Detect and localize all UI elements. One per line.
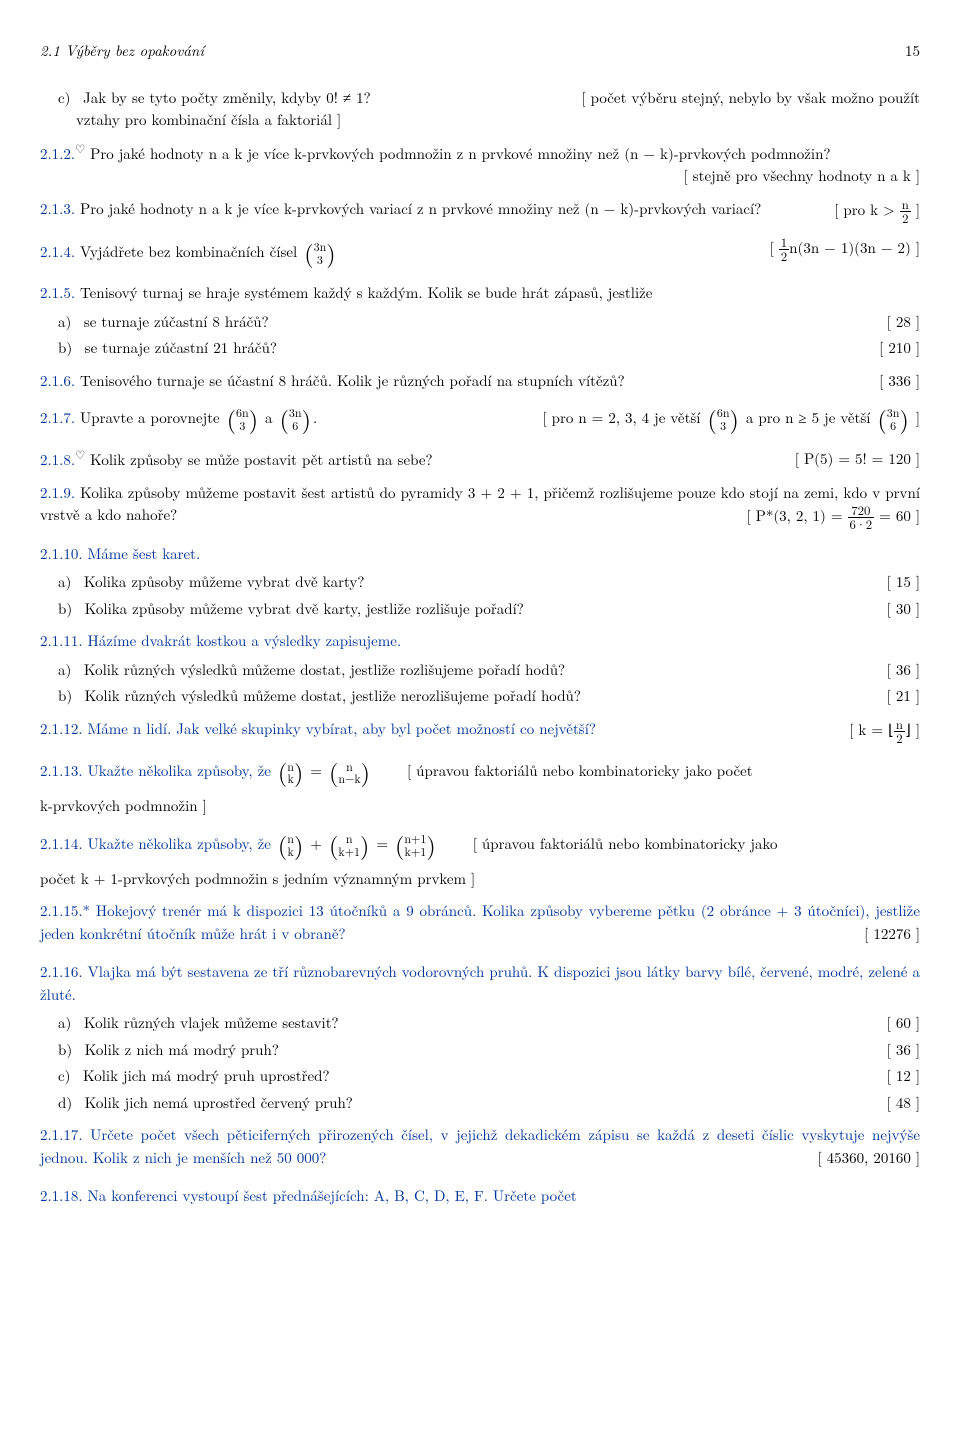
page: 2.1 Výběry bez opakování 15 c) Jak by se… — [0, 0, 960, 1254]
item-b: b) Kolik z nich má modrý pruh?[ 36 ] — [58, 1039, 920, 1062]
exercise-cont: počet k + 1-prvkových podmnožin s jedním… — [40, 868, 920, 891]
exercise-answer: [ 45360, 20160 ] — [818, 1147, 921, 1170]
item-c: c) Kolik jich má modrý pruh uprostřed?[ … — [58, 1065, 920, 1088]
exercise-2-1-9: 2.1.9. Kolika způsoby můžeme postavit še… — [40, 482, 920, 527]
item-c: c) Jak by se tyto počty změnily, kdyby 0… — [40, 87, 920, 132]
binom-n-nk: nn−k — [327, 755, 372, 791]
exercise-answer: [ pro n = 2, 3, 4 je větší 6n3 a pro n ≥… — [542, 402, 920, 438]
exercise-2-1-6: 2.1.6. Tenisového turnaje se účastní 8 h… — [40, 370, 920, 393]
heart-icon: ♡ — [75, 450, 85, 462]
heart-icon: ♡ — [75, 144, 85, 156]
exercise-text: Kolik způsoby se může postavit pět artis… — [85, 449, 433, 470]
exercise-number: 2.1.11. — [40, 630, 83, 651]
binom-3n-6: 3n6 — [278, 402, 313, 438]
exercise-answer: [ k = ⌊n2⌋ ] — [849, 718, 920, 746]
exercise-2-1-17: 2.1.17. Určete počet všech pěticiferných… — [40, 1124, 920, 1169]
exercise-text: Na konferenci vystoupí šest přednášející… — [83, 1185, 577, 1206]
exercise-answer: [ 12276 ] — [864, 923, 920, 946]
exercise-answer: [ P*(3, 2, 1) = 7206·2 = 60 ] — [746, 504, 920, 532]
exercise-number: 2.1.8. — [40, 449, 75, 470]
page-header: 2.1 Výběry bez opakování 15 — [40, 40, 920, 63]
item-a: a) Kolik různých výsledků můžeme dostat,… — [58, 659, 920, 682]
item-text: Jak by se tyto počty změnily, kdyby 0! ≠… — [83, 87, 371, 108]
page-number: 15 — [905, 40, 920, 63]
item-label: c) — [58, 87, 71, 108]
exercise-text: Tenisový turnaj se hraje systémem každý … — [75, 282, 652, 303]
exercise-2-1-2: 2.1.2.♡ Pro jaké hodnoty n a k je více k… — [40, 142, 920, 166]
exercise-answer: [ P(5) = 5! = 120 ] — [795, 448, 920, 472]
exercise-2-1-8: 2.1.8.♡ Kolik způsoby se může postavit p… — [40, 448, 920, 472]
exercise-2-1-10: 2.1.10. Máme šest karet. — [40, 543, 920, 566]
exercise-2-1-7: 2.1.7. Upravte a porovnejte 6n3 a 3n6. [… — [40, 402, 920, 438]
exercise-text: Pro jaké hodnoty n a k je více k-prvkový… — [75, 198, 761, 219]
exercise-number: 2.1.18. — [40, 1185, 83, 1206]
exercise-number: 2.1.2. — [40, 143, 75, 164]
exercise-answer: [ úpravou faktoriálů nebo kombinatoricky… — [407, 760, 753, 781]
item-a: a) Kolik různých vlajek můžeme sestavit?… — [58, 1012, 920, 1035]
exercise-text: Vyjádřete bez kombinačních čísel — [75, 241, 302, 262]
exercise-text: Určete počet všech pěticiferných přiroze… — [40, 1124, 920, 1168]
exercise-text: Hokejový trenér má k dispozici 13 útoční… — [40, 900, 920, 944]
binom-n-k: nk — [276, 755, 305, 791]
exercise-number: 2.1.7. — [40, 407, 75, 428]
exercise-text: Tenisového turnaje se účastní 8 hráčů. K… — [75, 370, 625, 391]
exercise-answer: [ 12n(3n − 1)(3n − 2) ] — [770, 236, 920, 272]
exercise-text: Máme n lidí. Jak velké skupinky vybírat,… — [83, 718, 596, 739]
exercise-number: 2.1.17. — [40, 1124, 83, 1145]
exercise-cont: k-prvkových podmnožin ] — [40, 795, 920, 818]
exercise-number: 2.1.16. — [40, 961, 83, 982]
exercise-text: Máme šest karet. — [83, 543, 201, 564]
exercise-number: 2.1.3. — [40, 198, 75, 219]
exercise-number: 2.1.9. — [40, 482, 75, 503]
exercise-text: Vlajka má být sestavena ze tří různobare… — [40, 961, 920, 1005]
exercise-2-1-4: 2.1.4. Vyjádřete bez kombinačních čísel … — [40, 236, 920, 272]
item-a: a) Kolika způsoby můžeme vybrat dvě kart… — [58, 571, 920, 594]
exercise-2-1-12: 2.1.12. Máme n lidí. Jak velké skupinky … — [40, 718, 920, 746]
item-b: b) Kolik různých výsledků můžeme dostat,… — [58, 685, 920, 708]
exercise-2-1-11: 2.1.11. Házíme dvakrát kostkou a výsledk… — [40, 630, 920, 653]
item-b: b) Kolika způsoby můžeme vybrat dvě kart… — [58, 598, 920, 621]
binom-6n-3: 6n3 — [225, 402, 260, 438]
exercise-2-1-5: 2.1.5. Tenisový turnaj se hraje systémem… — [40, 282, 920, 305]
exercise-2-1-18: 2.1.18. Na konferenci vystoupí šest před… — [40, 1185, 920, 1208]
exercise-2-1-3: 2.1.3. Pro jaké hodnoty n a k je více k-… — [40, 198, 920, 221]
item-b: b) se turnaje zúčastní 21 hráčů? [ 210 ] — [58, 337, 920, 360]
exercise-answer: [ pro k > n2 ] — [834, 198, 920, 226]
item-d: d) Kolik jich nemá uprostřed červený pru… — [58, 1092, 920, 1115]
exercise-answer: [ 336 ] — [879, 370, 920, 393]
exercise-number: 2.1.10. — [40, 543, 83, 564]
exercise-2-1-14: 2.1.14. Ukažte několika způsoby, že nk +… — [40, 828, 920, 864]
section-title: 2.1 Výběry bez opakování — [40, 40, 204, 63]
exercise-number: 2.1.5. — [40, 282, 75, 303]
exercise-answer: [ stejně pro všechny hodnoty n a k ] — [684, 165, 920, 188]
exercise-number: 2.1.12. — [40, 718, 83, 739]
exercise-number: 2.1.6. — [40, 370, 75, 391]
exercise-2-1-15: 2.1.15.* Hokejový trenér má k dispozici … — [40, 900, 920, 945]
exercise-number: 2.1.13. — [40, 760, 83, 781]
exercise-number: 2.1.14. — [40, 833, 83, 854]
item-a: a) se turnaje zúčastní 8 hráčů? [ 28 ] — [58, 311, 920, 334]
exercise-number: 2.1.4. — [40, 241, 75, 262]
item-answer: [ počet výběru stejný, nebylo by však mo… — [581, 87, 920, 110]
item-cont: vztahy pro kombinační čísla a faktoriál … — [40, 109, 920, 132]
exercise-text: Pro jaké hodnoty n a k je více k-prvkový… — [85, 143, 830, 164]
exercise-2-1-16: 2.1.16. Vlajka má být sestavena ze tří r… — [40, 961, 920, 1006]
exercise-number: 2.1.15.* — [40, 900, 90, 921]
exercise-answer: [ úpravou faktoriálů nebo kombinatoricky… — [473, 833, 778, 854]
binom-3n-3: 3n3 — [302, 236, 337, 272]
exercise-2-1-13: 2.1.13. Ukažte několika způsoby, že nk =… — [40, 755, 920, 791]
exercise-text: Házíme dvakrát kostkou a výsledky zapisu… — [83, 630, 402, 651]
